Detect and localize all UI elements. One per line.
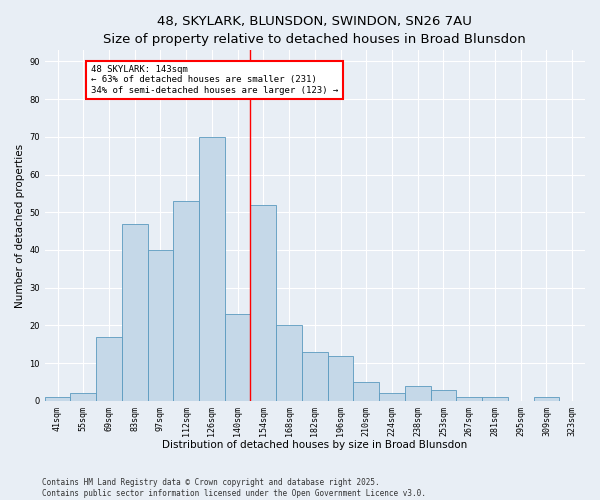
Text: 48 SKYLARK: 143sqm
← 63% of detached houses are smaller (231)
34% of semi-detach: 48 SKYLARK: 143sqm ← 63% of detached hou… — [91, 65, 338, 95]
Bar — [148, 250, 173, 401]
Y-axis label: Number of detached properties: Number of detached properties — [15, 144, 25, 308]
Bar — [405, 386, 431, 401]
Bar — [302, 352, 328, 401]
Bar — [431, 390, 457, 401]
Bar — [379, 394, 405, 401]
Bar — [276, 326, 302, 401]
Bar — [70, 394, 96, 401]
X-axis label: Distribution of detached houses by size in Broad Blunsdon: Distribution of detached houses by size … — [162, 440, 467, 450]
Text: Contains HM Land Registry data © Crown copyright and database right 2025.
Contai: Contains HM Land Registry data © Crown c… — [42, 478, 426, 498]
Bar — [353, 382, 379, 401]
Title: 48, SKYLARK, BLUNSDON, SWINDON, SN26 7AU
Size of property relative to detached h: 48, SKYLARK, BLUNSDON, SWINDON, SN26 7AU… — [103, 15, 526, 46]
Bar — [250, 204, 276, 401]
Bar — [173, 201, 199, 401]
Bar — [533, 397, 559, 401]
Bar — [482, 397, 508, 401]
Bar — [199, 137, 225, 401]
Bar — [44, 397, 70, 401]
Bar — [225, 314, 250, 401]
Bar — [328, 356, 353, 401]
Bar — [96, 337, 122, 401]
Bar — [457, 397, 482, 401]
Bar — [122, 224, 148, 401]
